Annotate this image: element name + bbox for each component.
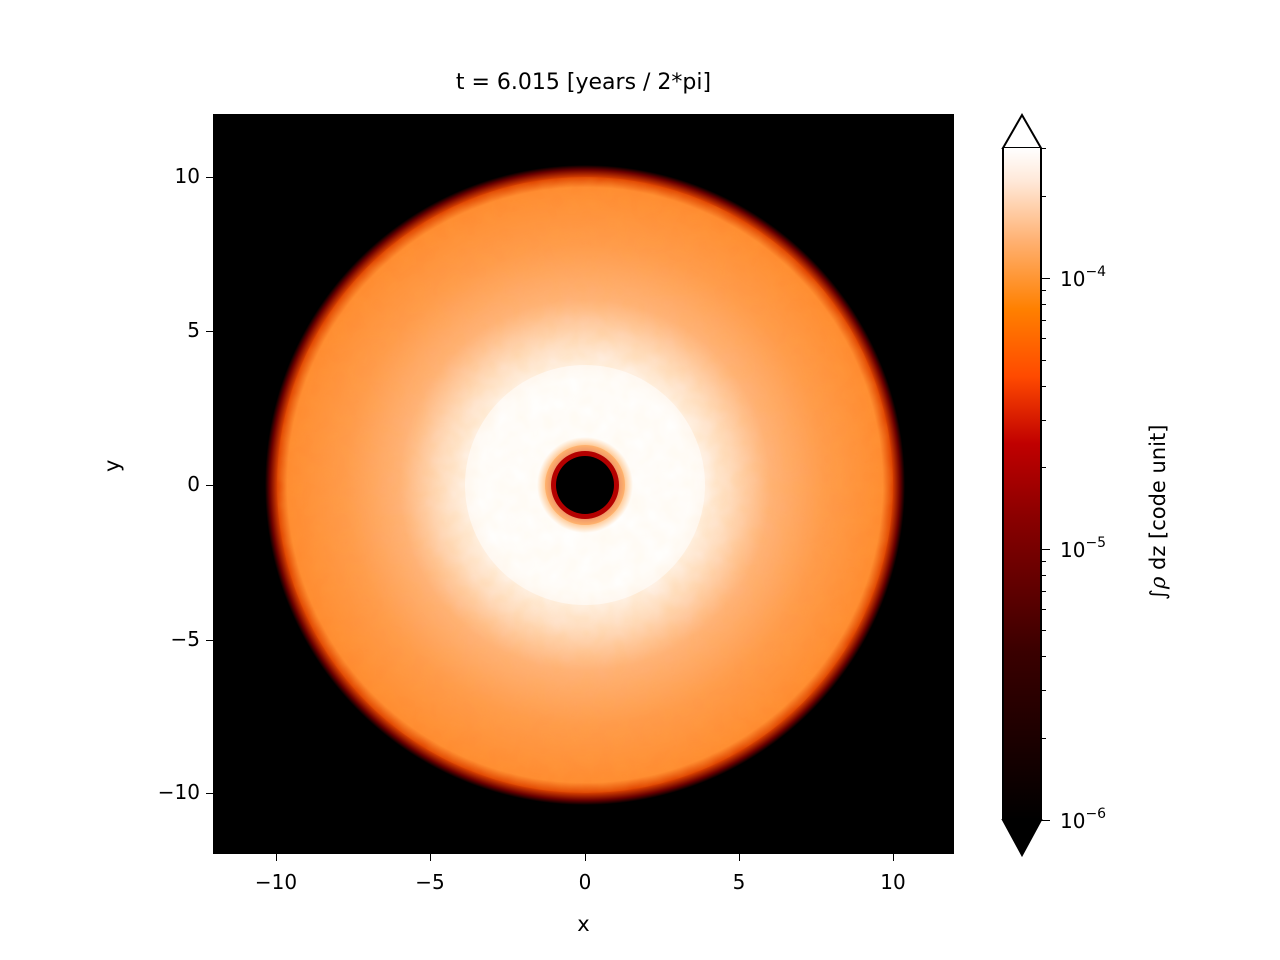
y-tick-mark (206, 640, 213, 641)
colorbar-minor-tick (1041, 591, 1046, 592)
colorbar-minor-tick (1041, 338, 1046, 339)
colorbar-minor-tick (1041, 630, 1046, 631)
colorbar-tick-label: 10−6 (1060, 806, 1106, 833)
colorbar-label-text: dz [code unit] (1146, 424, 1170, 577)
y-tick-mark (206, 485, 213, 486)
x-tick-label: −10 (254, 870, 298, 894)
colorbar-minor-tick (1041, 420, 1046, 421)
colorbar-minor-tick (1041, 290, 1046, 291)
disk-density-image (213, 114, 954, 854)
x-tick-mark (893, 854, 894, 861)
colorbar-minor-tick (1041, 690, 1046, 691)
colorbar-minor-tick (1041, 656, 1046, 657)
colorbar-tick-base: 10 (1060, 809, 1086, 833)
colorbar-tick-label: 10−4 (1060, 264, 1106, 291)
x-tick-mark (739, 854, 740, 861)
colorbar-minor-tick (1041, 360, 1046, 361)
x-tick-label: 5 (732, 870, 746, 894)
y-tick-label: 0 (187, 472, 200, 496)
colorbar-minor-tick (1041, 320, 1046, 321)
heatmap-plot-area (213, 114, 954, 854)
rho-symbol: ρ (1146, 576, 1170, 590)
y-axis-label-text: y (100, 459, 124, 472)
x-tick-label: −5 (415, 870, 445, 894)
colorbar (1000, 112, 1046, 858)
colorbar-tick-exponent: −5 (1085, 535, 1107, 551)
colorbar-tick-exponent: −4 (1085, 264, 1107, 280)
colorbar-minor-tick (1041, 148, 1046, 149)
colorbar-minor-tick (1041, 575, 1046, 576)
x-tick-mark (430, 854, 431, 861)
colorbar-minor-tick (1041, 561, 1046, 562)
y-tick-mark (206, 793, 213, 794)
y-tick-label: 10 (174, 164, 200, 188)
y-tick-label: −10 (157, 780, 200, 804)
colorbar-minor-tick (1041, 196, 1046, 197)
colorbar-minor-tick (1041, 738, 1046, 739)
y-axis-label: y (100, 442, 124, 472)
x-tick-label: 0 (578, 870, 592, 894)
colorbar-major-tick (1041, 278, 1050, 279)
x-tick-mark (585, 854, 586, 861)
colorbar-tick-base: 10 (1060, 267, 1086, 291)
y-tick-mark (206, 331, 213, 332)
colorbar-minor-tick (1041, 386, 1046, 387)
colorbar-major-tick (1041, 820, 1050, 821)
colorbar-minor-tick (1041, 304, 1046, 305)
colorbar-minor-tick (1041, 467, 1046, 468)
colorbar-tick-label: 10−5 (1060, 535, 1106, 562)
y-tick-label: 5 (187, 318, 200, 342)
x-axis-label: x (577, 912, 590, 936)
chart-title: t = 6.015 [years / 2*pi] (455, 70, 712, 95)
x-tick-mark (276, 854, 277, 861)
integral-symbol: ∫ (1146, 589, 1170, 600)
colorbar-label: ∫ρ dz [code unit] (1146, 425, 1170, 600)
colorbar-tick-base: 10 (1060, 538, 1086, 562)
y-tick-label: −5 (170, 627, 200, 651)
y-tick-mark (206, 177, 213, 178)
colorbar-tick-exponent: −6 (1085, 806, 1107, 822)
colorbar-minor-tick (1041, 609, 1046, 610)
colorbar-major-tick (1041, 549, 1050, 550)
x-tick-label: 10 (880, 870, 906, 894)
